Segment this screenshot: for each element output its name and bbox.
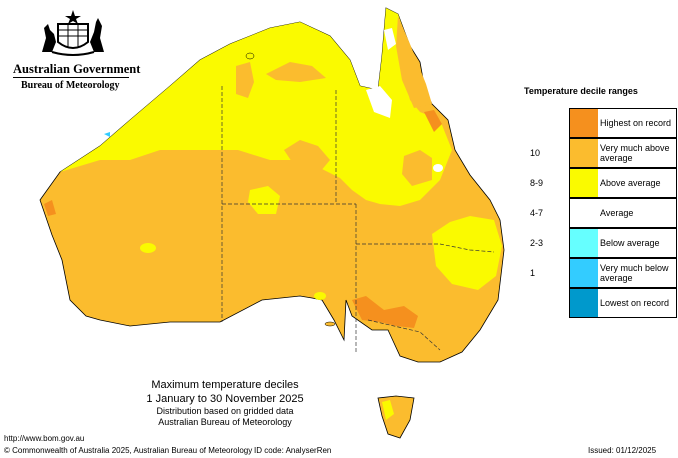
island-west-blue [104,132,110,137]
vm-above-central [284,140,330,172]
footer-issued: Issued: 01/12/2025 [588,446,657,455]
bom-logo [8,8,138,96]
island-kangaroo [324,321,336,327]
average-spot [433,164,443,172]
legend-item-average: 4-7 Average [530,198,678,228]
branding-divider [13,77,129,78]
legend-swatch: Lowest on record [569,288,677,318]
above-average-central [248,186,280,214]
legend-item-lowest: Lowest on record [530,288,678,318]
caption-source: Australian Bureau of Meteorology [158,417,292,427]
island-nt [245,52,255,60]
legend-item-very-much-below: 1 Very much below average [530,258,678,288]
vm-above-north-2 [266,62,326,82]
legend-range [530,108,560,138]
legend-label: Average [600,208,634,218]
legend-range: 1 [530,268,536,278]
above-average-north [60,8,452,206]
average-ne [384,28,396,50]
map-caption: Maximum temperature deciles 1 January to… [110,378,340,428]
caption-method: Distribution based on gridded data [156,406,294,416]
legend-label: Above average [600,178,661,188]
legend-range: 8-9 [530,178,544,188]
legend-label: Very much above average [600,143,670,163]
legend-item-below: 2-3 Below average [530,228,678,258]
legend-swatch: Average [569,198,677,228]
legend-swatch: Highest on record [569,108,677,138]
legend-item-very-much-above: 10 Very much above average [530,138,678,168]
average-north [366,86,392,118]
coat-of-arms-icon [42,10,104,56]
legend-label: Lowest on record [600,298,670,308]
state-borders [221,86,495,352]
above-average-east [432,216,502,290]
legend-item-above: 8-9 Above average [530,168,678,198]
legend-label: Very much below average [600,263,669,283]
bureau-name: Bureau of Meteorology [21,80,120,91]
legend-item-highest: Highest on record [530,108,678,138]
above-average-spot-2 [314,292,326,300]
legend-swatch: Below average [569,228,677,258]
tasmania-yellow [382,400,394,420]
legend-range: 2-3 [530,238,544,248]
record-west [44,200,56,216]
government-name: Australian Government [13,62,141,76]
vm-above-qld [402,150,432,186]
caption-title: Maximum temperature deciles [151,379,299,391]
legend-swatch: Very much above average [569,138,677,168]
legend-range: 10 [530,148,541,158]
footer-url[interactable]: http://www.bom.gov.au [4,434,85,443]
vm-above-ne [396,16,432,108]
footer-id-code: ID code: AnalyserRen [254,446,332,455]
caption-period: 1 January to 30 November 2025 [146,393,304,405]
legend-range: 4-7 [530,208,544,218]
legend-swatch: Very much below average [569,258,677,288]
legend-label: Below average [600,238,660,248]
above-average-spot-1 [140,243,156,253]
record-ne [424,110,442,132]
footer-copyright: © Commonwealth of Australia 2025, Austra… [4,446,253,455]
legend-swatch: Above average [569,168,677,198]
legend-range [530,288,560,318]
vm-above-north-1 [236,62,254,98]
legend-label: Highest on record [600,118,672,128]
legend-title: Temperature decile ranges [524,86,638,96]
